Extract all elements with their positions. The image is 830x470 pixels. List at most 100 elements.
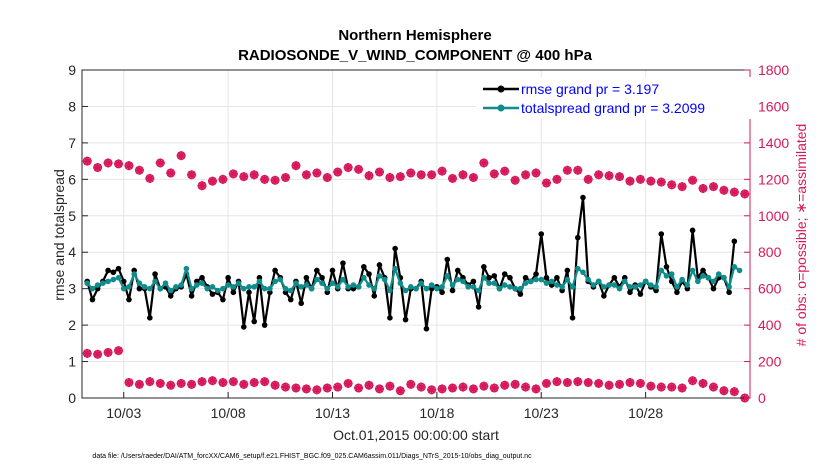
obs-assimilated-marker: [521, 170, 531, 180]
obs-star-stroke: [646, 382, 655, 391]
totalspread-marker: [684, 282, 691, 288]
obs-star-stroke: [417, 383, 426, 391]
totalspread-marker: [731, 264, 738, 270]
tick-label-left: 2: [68, 317, 76, 333]
tick-label-right: 1000: [758, 208, 789, 224]
tick-label-right: 0: [758, 390, 766, 406]
totalspread-marker: [715, 271, 722, 277]
totalspread-marker: [350, 282, 357, 288]
totalspread-marker: [444, 273, 451, 279]
obs-assimilated-marker: [708, 182, 718, 192]
obs-star-stroke: [156, 379, 165, 388]
obs-star-stroke: [553, 175, 561, 184]
totalspread-marker: [543, 280, 550, 287]
rmse-marker: [454, 267, 461, 274]
obs-star-stroke: [177, 379, 186, 388]
totalspread-marker: [251, 284, 258, 290]
totalspread-marker: [261, 285, 268, 292]
obs-star-stroke: [615, 380, 624, 389]
rmse-marker: [209, 291, 216, 297]
obs-star-stroke: [386, 382, 394, 391]
obs-assimilated-marker: [427, 385, 437, 395]
obs-assimilated-marker: [322, 383, 332, 393]
obs-assimilated-marker: [406, 379, 416, 389]
totalspread-marker: [705, 274, 712, 281]
totalspread-marker: [105, 278, 111, 285]
obs-assimilated-marker: [155, 378, 165, 388]
obs-assimilated-marker: [270, 380, 280, 390]
rmse-marker: [126, 296, 132, 303]
legend-rmse-marker: [497, 85, 505, 93]
obs-star-stroke: [239, 172, 248, 181]
totalspread-marker: [710, 278, 717, 285]
obs-star-stroke: [667, 383, 676, 391]
totalspread-marker: [188, 285, 195, 292]
obs-assimilated-marker: [615, 379, 625, 389]
rmse-marker: [475, 304, 482, 310]
obs-assimilated-marker: [364, 380, 374, 390]
totalspread-marker: [658, 267, 665, 274]
totalspread-marker: [136, 280, 143, 287]
obs-star-stroke: [511, 380, 520, 389]
rmse-marker: [700, 267, 706, 274]
obs-star-stroke: [417, 170, 426, 179]
obs-assimilated-marker: [354, 164, 364, 174]
obs-assimilated-marker: [343, 378, 353, 388]
totalspread-marker: [554, 282, 560, 288]
obs-assimilated-marker: [489, 169, 499, 179]
obs-star-stroke: [594, 170, 603, 179]
rmse-marker: [136, 285, 143, 292]
obs-star-stroke: [375, 168, 384, 176]
obs-star-stroke: [553, 377, 561, 386]
obs-star-stroke: [657, 178, 666, 186]
obs-star-stroke: [678, 182, 687, 191]
obs-star-stroke: [646, 177, 655, 186]
obs-assimilated-marker: [322, 173, 332, 183]
totalspread-marker: [548, 278, 555, 285]
totalspread-marker: [679, 276, 685, 283]
chart-title-line2: RADIOSONDE_V_WIND_COMPONENT @ 400 hPa: [238, 47, 593, 64]
obs-star-stroke: [93, 350, 102, 359]
obs-star-stroke: [302, 170, 311, 179]
totalspread-marker: [267, 285, 273, 292]
totalspread-marker: [287, 287, 294, 294]
obs-assimilated-marker: [207, 376, 217, 386]
obs-assimilated-marker: [364, 171, 374, 181]
totalspread-marker: [428, 282, 435, 288]
obs-star-stroke: [271, 381, 279, 390]
obs-star-stroke: [386, 173, 394, 182]
tick-label-left: 7: [68, 135, 76, 151]
obs-star-stroke: [469, 173, 478, 182]
obs-star-stroke: [281, 173, 290, 182]
obs-assimilated-marker: [437, 384, 447, 394]
totalspread-marker: [110, 276, 117, 283]
obs-star-stroke: [365, 171, 373, 180]
rmse-marker: [340, 260, 346, 266]
obs-star-stroke: [720, 386, 728, 395]
obs-assimilated-marker: [594, 170, 604, 180]
obs-star-stroke: [427, 385, 436, 394]
rmse-marker: [481, 264, 487, 270]
obs-assimilated-marker: [385, 173, 395, 183]
totalspread-marker: [392, 265, 398, 272]
rmse-marker: [449, 287, 456, 294]
totalspread-marker: [413, 285, 419, 292]
tick-label-left: 0: [68, 390, 76, 406]
obs-star-stroke: [271, 176, 279, 185]
rmse-marker: [470, 278, 477, 285]
obs-star-stroke: [469, 385, 478, 393]
totalspread-marker: [663, 273, 670, 279]
rmse-marker: [105, 267, 111, 274]
obs-assimilated-marker: [541, 178, 551, 188]
obs-assimilated-marker: [145, 173, 155, 183]
totalspread-marker: [632, 284, 638, 290]
obs-assimilated-marker: [708, 382, 718, 392]
obs-star-stroke: [166, 169, 175, 177]
obs-star-stroke: [626, 378, 634, 387]
obs-star-stroke: [584, 378, 593, 387]
y-axis-label-left: rmse and totalspread: [51, 169, 67, 301]
obs-assimilated-marker: [166, 380, 176, 390]
obs-assimilated-marker: [604, 380, 614, 390]
obs-star-stroke: [730, 387, 739, 396]
totalspread-marker: [564, 276, 571, 283]
